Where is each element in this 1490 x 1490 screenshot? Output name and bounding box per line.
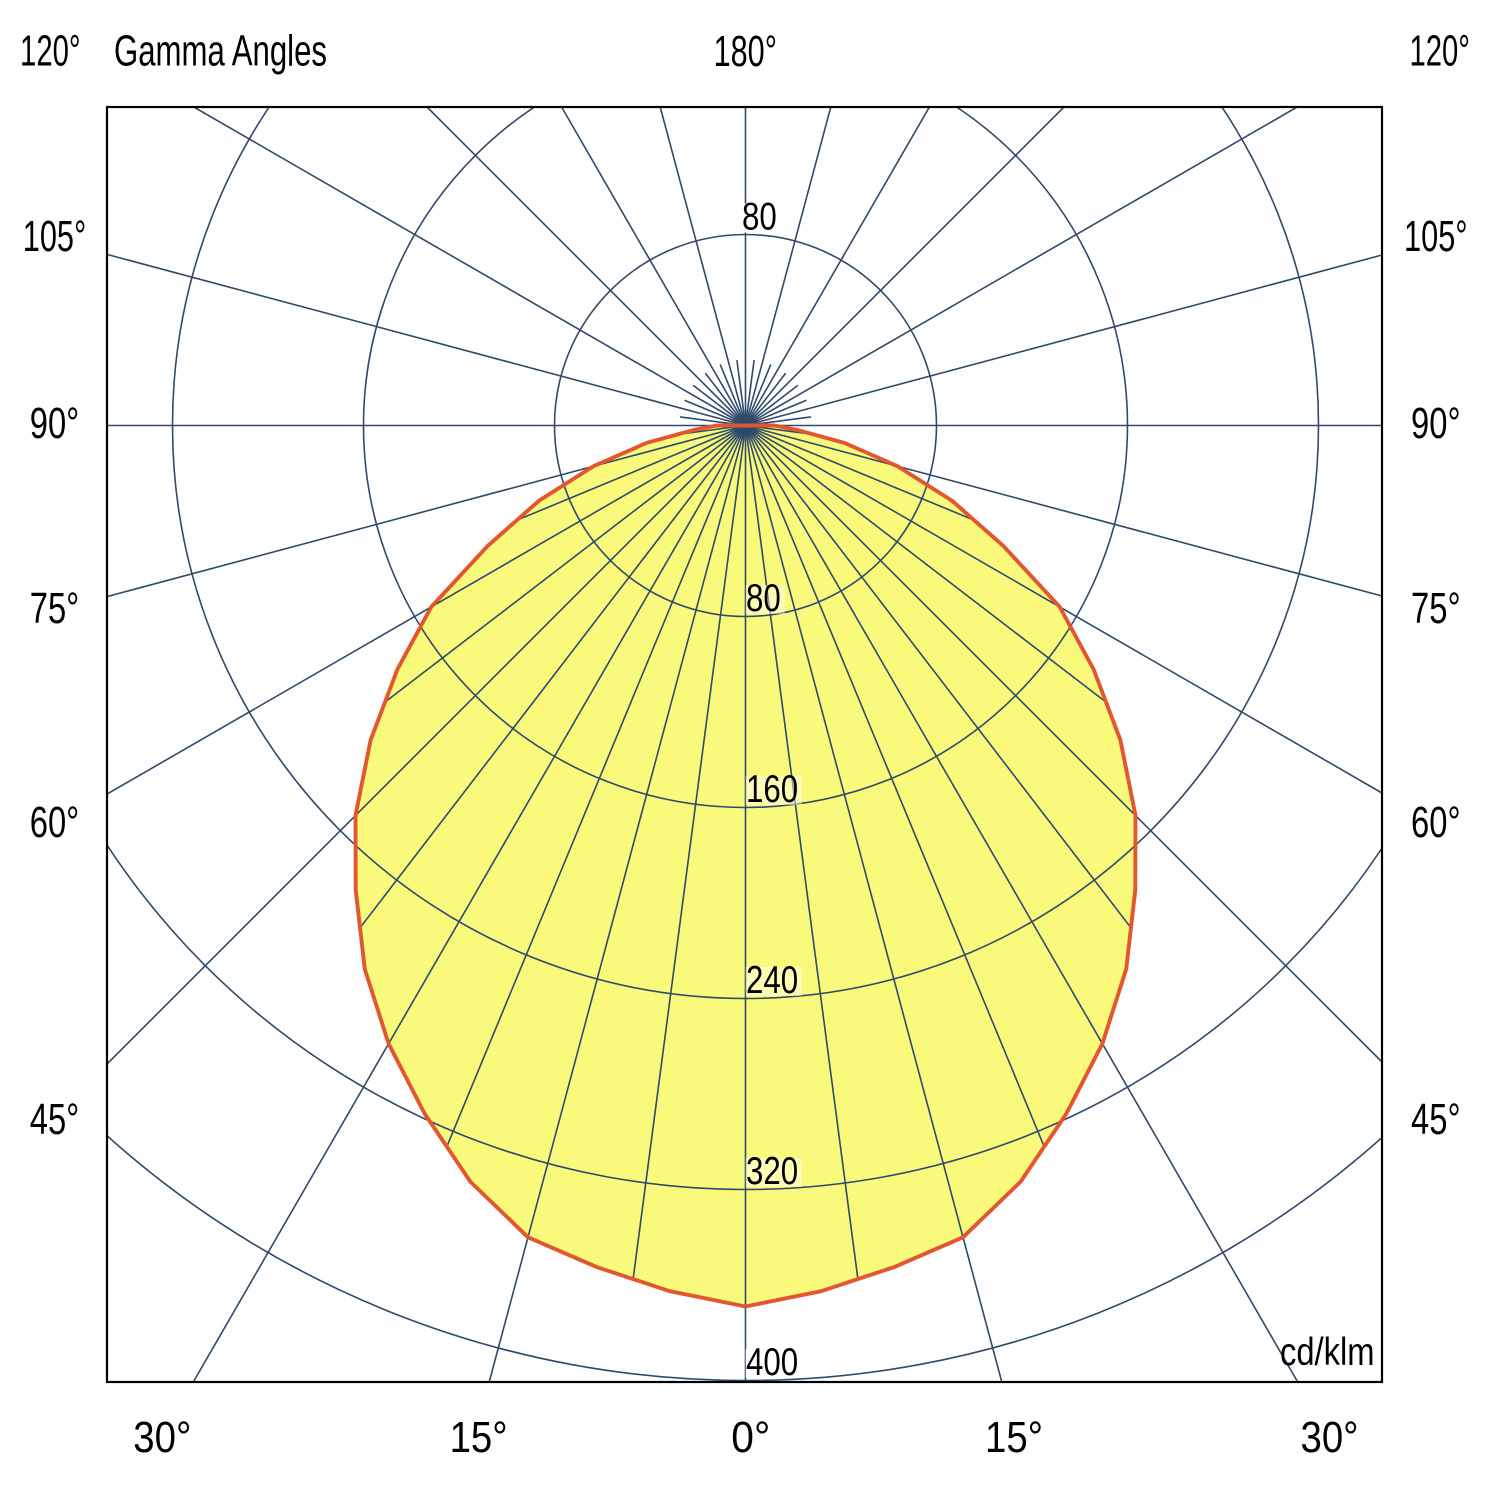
svg-text:Gamma Angles: Gamma Angles [114, 27, 327, 75]
svg-text:240: 240 [746, 959, 798, 1002]
svg-text:80: 80 [742, 196, 777, 239]
svg-text:0°: 0° [731, 1414, 770, 1462]
svg-text:60°: 60° [1411, 799, 1461, 847]
svg-text:120°: 120° [1409, 27, 1470, 75]
svg-text:90°: 90° [30, 400, 80, 448]
svg-text:cd/klm: cd/klm [1280, 1331, 1375, 1374]
svg-text:180°: 180° [714, 28, 777, 76]
svg-text:90°: 90° [1411, 400, 1461, 448]
svg-text:30°: 30° [1301, 1414, 1359, 1462]
svg-text:105°: 105° [23, 213, 87, 261]
svg-text:60°: 60° [30, 799, 80, 847]
svg-text:320: 320 [746, 1150, 798, 1193]
svg-text:120°: 120° [20, 27, 81, 75]
svg-text:15°: 15° [985, 1414, 1043, 1462]
svg-text:400: 400 [746, 1341, 798, 1384]
svg-text:75°: 75° [30, 585, 80, 633]
svg-text:75°: 75° [1411, 585, 1461, 633]
svg-text:105°: 105° [1404, 213, 1468, 261]
svg-text:45°: 45° [1411, 1096, 1461, 1144]
svg-text:80: 80 [746, 577, 781, 620]
svg-text:45°: 45° [30, 1096, 80, 1144]
svg-text:15°: 15° [450, 1414, 508, 1462]
svg-text:160: 160 [746, 768, 798, 811]
svg-text:30°: 30° [133, 1414, 191, 1462]
